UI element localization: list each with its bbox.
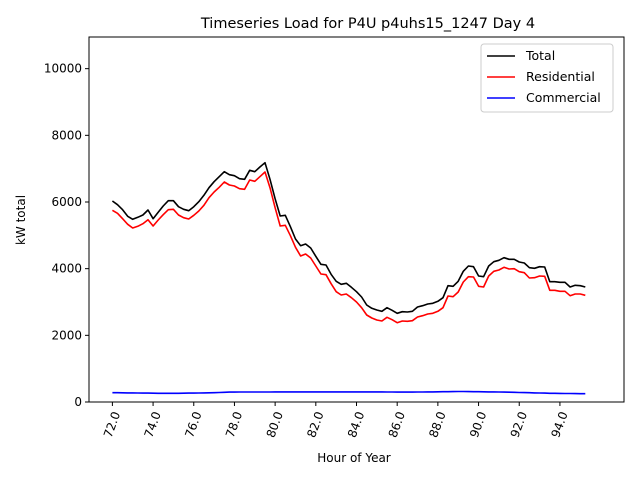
y-tick-label: 2000 [51, 328, 82, 342]
y-tick-label: 4000 [51, 262, 82, 276]
y-axis-label: kW total [14, 195, 28, 245]
x-axis-label: Hour of Year [317, 451, 391, 465]
legend-box [480, 43, 614, 113]
series-layer [111, 161, 586, 395]
y-tick-label: 8000 [51, 128, 82, 142]
legend-label-total: Total [525, 48, 555, 63]
y-tick-label: 0 [74, 395, 82, 409]
y-tick-label: 6000 [51, 195, 82, 209]
legend-label-residential: Residential [526, 69, 595, 84]
legend-label-commercial: Commercial [526, 90, 601, 105]
legend: Total Residential Commercial [480, 43, 614, 113]
series-line-commercial [112, 390, 586, 395]
y-tick-label: 10000 [44, 62, 82, 76]
series-line-residential [111, 171, 586, 324]
chart-title: Timeseries Load for P4U p4uhs15_1247 Day… [200, 16, 535, 32]
series-line-total [111, 161, 586, 315]
